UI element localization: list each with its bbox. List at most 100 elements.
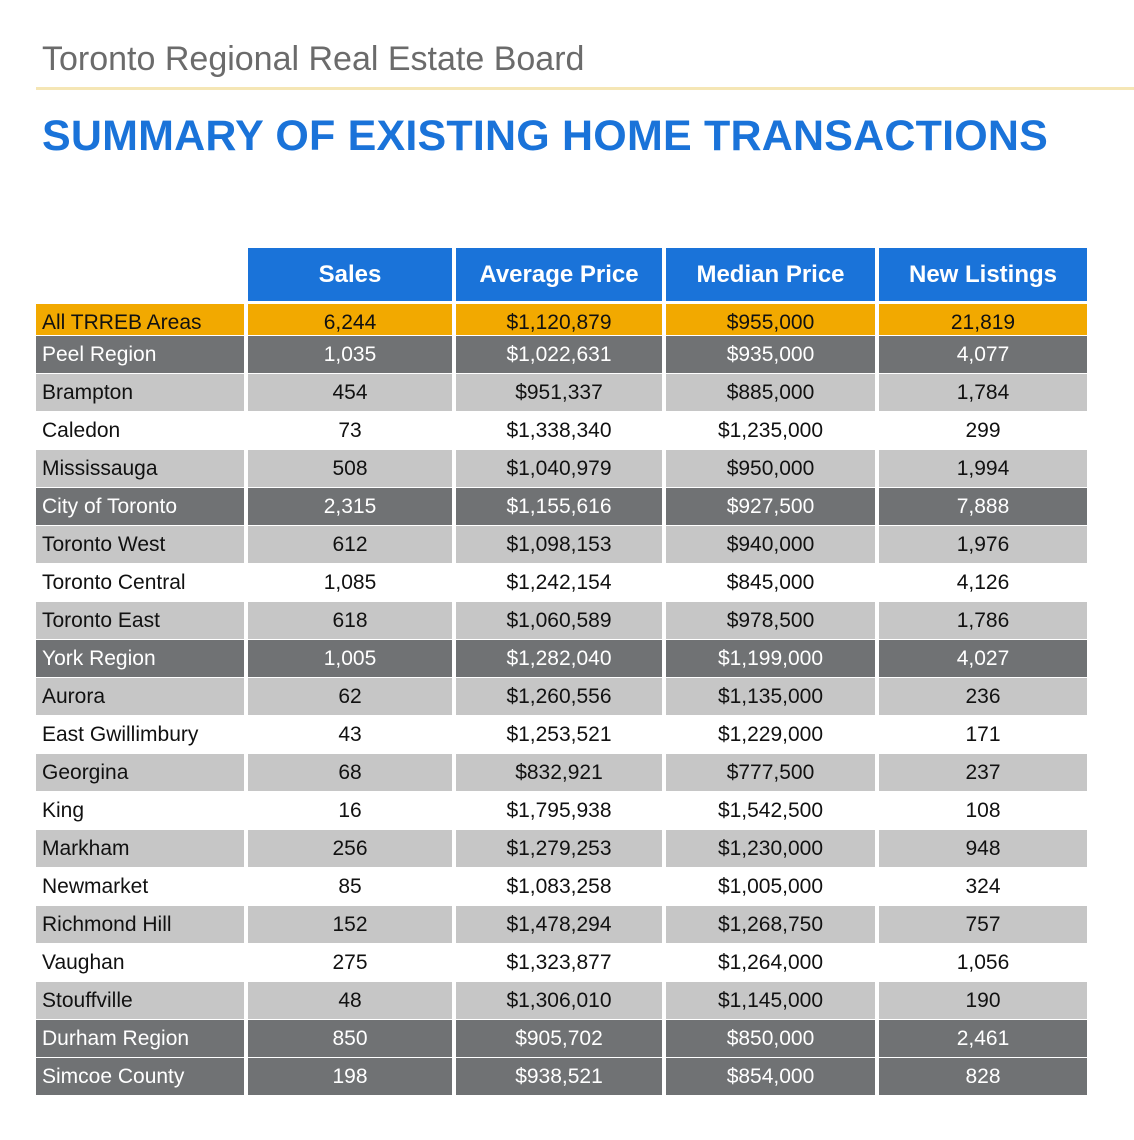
area-cell: City of Toronto bbox=[36, 487, 244, 525]
sales-cell: 16 bbox=[248, 791, 452, 829]
sales-cell: 1,005 bbox=[248, 639, 452, 677]
average-price-cell: $1,022,631 bbox=[456, 335, 662, 373]
column-header-new-listings: New Listings bbox=[879, 248, 1087, 303]
new-listings-cell: 828 bbox=[879, 1057, 1087, 1095]
median-price-cell: $978,500 bbox=[666, 601, 875, 639]
area-cell: Simcoe County bbox=[36, 1057, 244, 1095]
sales-cell: 454 bbox=[248, 373, 452, 411]
sales-cell: 198 bbox=[248, 1057, 452, 1095]
sales-cell: 152 bbox=[248, 905, 452, 943]
area-cell: Toronto Central bbox=[36, 563, 244, 601]
sales-cell: 275 bbox=[248, 943, 452, 981]
sales-cell: 1,035 bbox=[248, 335, 452, 373]
median-price-cell: $950,000 bbox=[666, 449, 875, 487]
average-price-cell: $1,306,010 bbox=[456, 981, 662, 1019]
median-price-cell: $845,000 bbox=[666, 563, 875, 601]
area-cell: Toronto East bbox=[36, 601, 244, 639]
new-listings-cell: 948 bbox=[879, 829, 1087, 867]
new-listings-cell: 190 bbox=[879, 981, 1087, 1019]
new-listings-cell: 2,461 bbox=[879, 1019, 1087, 1057]
new-listings-cell: 1,056 bbox=[879, 943, 1087, 981]
average-price-cell: $1,040,979 bbox=[456, 449, 662, 487]
median-price-cell: $1,235,000 bbox=[666, 411, 875, 449]
area-cell: All TRREB Areas bbox=[36, 303, 244, 335]
sales-cell: 73 bbox=[248, 411, 452, 449]
median-price-cell: $854,000 bbox=[666, 1057, 875, 1095]
average-price-cell: $1,120,879 bbox=[456, 303, 662, 335]
average-price-cell: $1,478,294 bbox=[456, 905, 662, 943]
sales-cell: 508 bbox=[248, 449, 452, 487]
column-header-median-price: Median Price bbox=[666, 248, 875, 303]
average-price-cell: $1,242,154 bbox=[456, 563, 662, 601]
median-price-cell: $1,230,000 bbox=[666, 829, 875, 867]
median-price-cell: $1,145,000 bbox=[666, 981, 875, 1019]
average-price-cell: $832,921 bbox=[456, 753, 662, 791]
area-cell: Mississauga bbox=[36, 449, 244, 487]
new-listings-cell: 108 bbox=[879, 791, 1087, 829]
new-listings-cell: 1,994 bbox=[879, 449, 1087, 487]
sales-cell: 6,244 bbox=[248, 303, 452, 335]
median-price-cell: $1,135,000 bbox=[666, 677, 875, 715]
area-cell: Aurora bbox=[36, 677, 244, 715]
area-cell: East Gwillimbury bbox=[36, 715, 244, 753]
sales-cell: 43 bbox=[248, 715, 452, 753]
average-price-cell: $1,260,556 bbox=[456, 677, 662, 715]
median-price-cell: $955,000 bbox=[666, 303, 875, 335]
sales-cell: 1,085 bbox=[248, 563, 452, 601]
sales-cell: 85 bbox=[248, 867, 452, 905]
new-listings-cell: 1,786 bbox=[879, 601, 1087, 639]
median-price-cell: $927,500 bbox=[666, 487, 875, 525]
sales-cell: 68 bbox=[248, 753, 452, 791]
area-cell: York Region bbox=[36, 639, 244, 677]
median-price-cell: $935,000 bbox=[666, 335, 875, 373]
average-price-cell: $905,702 bbox=[456, 1019, 662, 1057]
area-cell: Brampton bbox=[36, 373, 244, 411]
average-price-cell: $1,098,153 bbox=[456, 525, 662, 563]
median-price-cell: $1,268,750 bbox=[666, 905, 875, 943]
area-cell: Stouffville bbox=[36, 981, 244, 1019]
area-cell: Richmond Hill bbox=[36, 905, 244, 943]
median-price-cell: $940,000 bbox=[666, 525, 875, 563]
new-listings-cell: 7,888 bbox=[879, 487, 1087, 525]
area-cell: King bbox=[36, 791, 244, 829]
average-price-cell: $1,323,877 bbox=[456, 943, 662, 981]
area-cell: Caledon bbox=[36, 411, 244, 449]
header-blank-cell bbox=[36, 248, 244, 303]
area-cell: Markham bbox=[36, 829, 244, 867]
area-cell: Georgina bbox=[36, 753, 244, 791]
average-price-cell: $1,795,938 bbox=[456, 791, 662, 829]
new-listings-cell: 21,819 bbox=[879, 303, 1087, 335]
sales-cell: 850 bbox=[248, 1019, 452, 1057]
sales-cell: 2,315 bbox=[248, 487, 452, 525]
average-price-cell: $1,338,340 bbox=[456, 411, 662, 449]
header-divider bbox=[36, 87, 1134, 90]
summary-table: Sales Average Price Median Price New Lis… bbox=[36, 248, 1087, 1095]
new-listings-cell: 4,126 bbox=[879, 563, 1087, 601]
average-price-cell: $938,521 bbox=[456, 1057, 662, 1095]
column-header-sales: Sales bbox=[248, 248, 452, 303]
new-listings-cell: 4,077 bbox=[879, 335, 1087, 373]
average-price-cell: $1,083,258 bbox=[456, 867, 662, 905]
sales-cell: 618 bbox=[248, 601, 452, 639]
new-listings-cell: 299 bbox=[879, 411, 1087, 449]
area-cell: Newmarket bbox=[36, 867, 244, 905]
column-header-average-price: Average Price bbox=[456, 248, 662, 303]
average-price-cell: $1,155,616 bbox=[456, 487, 662, 525]
page-title: SUMMARY OF EXISTING HOME TRANSACTIONS bbox=[42, 112, 1048, 160]
sales-cell: 256 bbox=[248, 829, 452, 867]
sales-cell: 48 bbox=[248, 981, 452, 1019]
median-price-cell: $1,264,000 bbox=[666, 943, 875, 981]
new-listings-cell: 171 bbox=[879, 715, 1087, 753]
area-cell: Vaughan bbox=[36, 943, 244, 981]
median-price-cell: $777,500 bbox=[666, 753, 875, 791]
median-price-cell: $850,000 bbox=[666, 1019, 875, 1057]
median-price-cell: $1,005,000 bbox=[666, 867, 875, 905]
new-listings-cell: 4,027 bbox=[879, 639, 1087, 677]
average-price-cell: $1,282,040 bbox=[456, 639, 662, 677]
area-cell: Toronto West bbox=[36, 525, 244, 563]
area-cell: Peel Region bbox=[36, 335, 244, 373]
average-price-cell: $1,060,589 bbox=[456, 601, 662, 639]
sales-cell: 612 bbox=[248, 525, 452, 563]
average-price-cell: $1,279,253 bbox=[456, 829, 662, 867]
median-price-cell: $1,199,000 bbox=[666, 639, 875, 677]
